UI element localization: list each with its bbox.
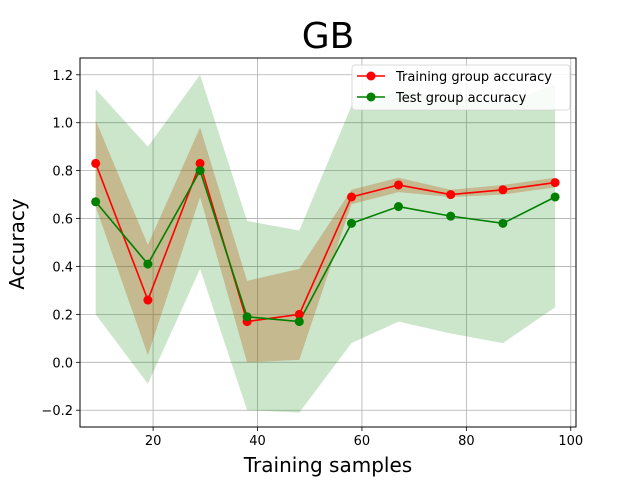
training-accuracy-point: [195, 158, 205, 168]
test-accuracy-point: [550, 192, 560, 202]
plot-frame: [79, 57, 577, 428]
x-tick-label: 20: [145, 434, 162, 449]
x-tick-label: 60: [354, 434, 371, 449]
y-tick-label: −0.2: [41, 404, 73, 419]
test-accuracy-point: [446, 211, 456, 221]
x-axis-label: Training samples: [243, 453, 412, 477]
test-confidence-band: [95, 74, 556, 413]
test-accuracy-point: [346, 218, 356, 228]
y-tick-label: 0.4: [52, 260, 73, 275]
axis-ticks: 20 40 60 80 100 −0.2 0.0 0.2 0.4 0.6 0.8 1.0 1.2: [41, 69, 583, 449]
training-accuracy-line: [94, 160, 556, 323]
legend-training-label: Training group accuracy: [395, 70, 552, 85]
y-tick-label: 0.8: [52, 165, 73, 180]
test-accuracy-point: [498, 218, 508, 228]
training-accuracy-point: [446, 190, 456, 200]
series-points: [91, 158, 560, 327]
test-accuracy-point: [91, 197, 101, 207]
test-accuracy-point: [393, 202, 403, 212]
y-tick-label: 0.2: [52, 308, 73, 323]
training-accuracy-point: [393, 180, 403, 190]
test-accuracy-point: [195, 166, 205, 176]
training-accuracy-point: [346, 192, 356, 202]
training-accuracy-point: [91, 158, 101, 168]
test-accuracy-point: [294, 317, 304, 327]
test-accuracy-line: [95, 168, 556, 323]
series-lines: [94, 160, 556, 323]
training-accuracy-point: [143, 295, 153, 305]
legend-training-marker: [366, 71, 376, 81]
legend: Training group accuracy Test group accura…: [351, 64, 571, 111]
confidence-bands: [95, 74, 556, 413]
x-tick-label: 40: [249, 434, 266, 449]
legend-test-marker: [366, 92, 376, 102]
y-tick-label: 1.0: [52, 117, 73, 132]
x-tick-label: 80: [458, 434, 475, 449]
training-accuracy-point: [498, 185, 508, 195]
y-tick-label: 0.6: [52, 213, 73, 228]
training-accuracy-point: [294, 309, 304, 319]
y-tick-label: 1.2: [52, 69, 73, 84]
grid: [80, 58, 576, 427]
y-axis-label: Accuracy: [5, 198, 29, 289]
test-accuracy-point: [143, 259, 153, 269]
chart-title: GB: [302, 16, 355, 57]
legend-test-label: Test group accuracy: [395, 91, 527, 106]
legend-frame: [351, 64, 571, 111]
training-accuracy-point: [550, 178, 560, 188]
y-tick-label: 0.0: [52, 356, 73, 371]
test-accuracy-point: [242, 312, 252, 322]
training-confidence-band: [95, 120, 556, 363]
x-tick-label: 100: [558, 434, 583, 449]
